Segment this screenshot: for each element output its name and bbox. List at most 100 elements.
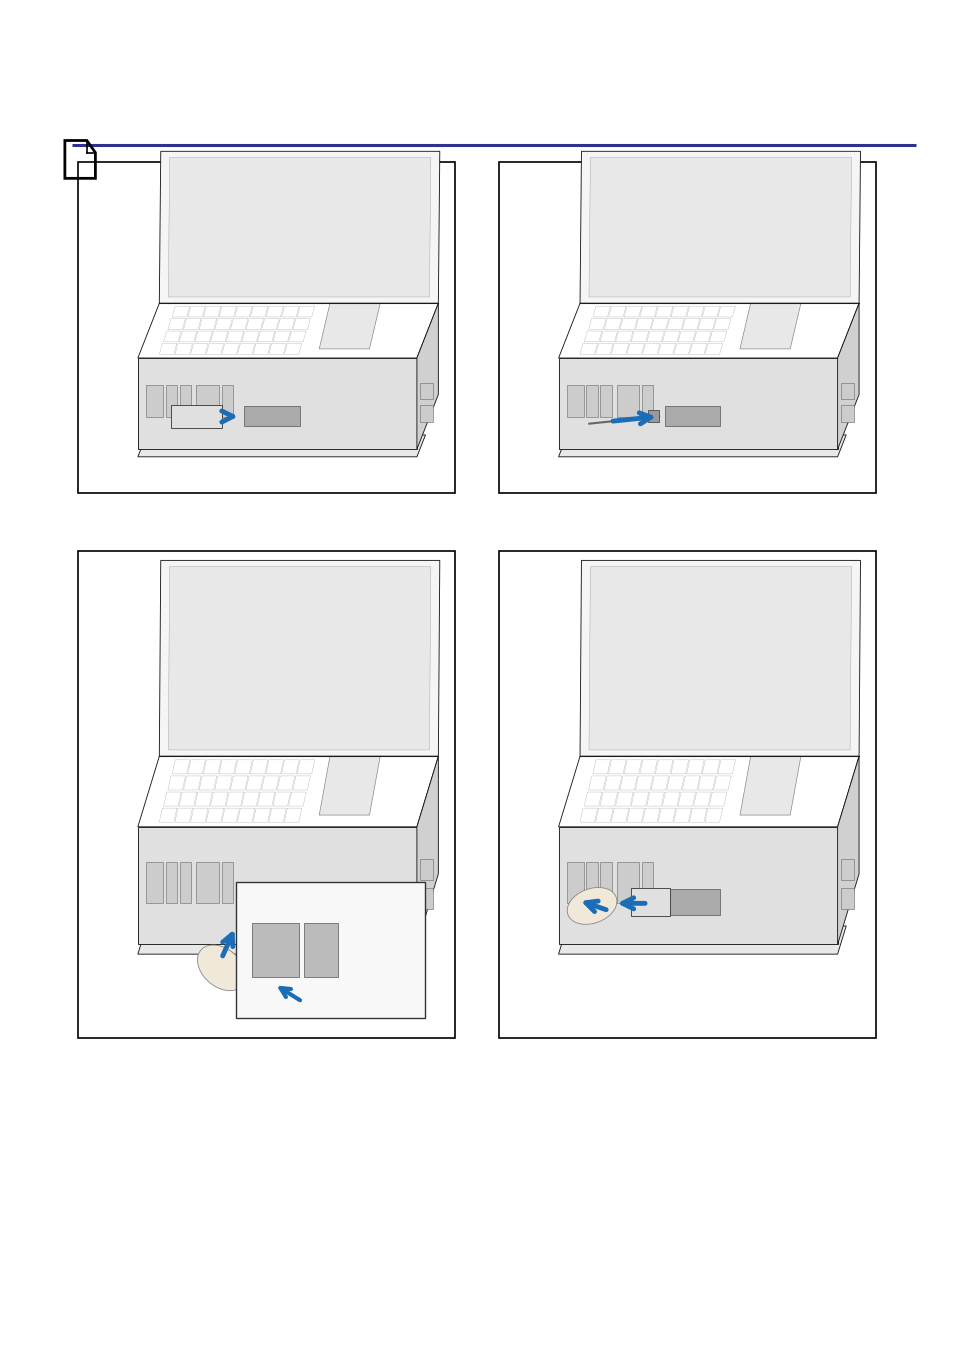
- Polygon shape: [246, 319, 263, 330]
- Polygon shape: [194, 792, 213, 807]
- Polygon shape: [199, 319, 216, 330]
- Polygon shape: [698, 319, 715, 330]
- Polygon shape: [740, 757, 801, 815]
- Polygon shape: [595, 343, 613, 354]
- Polygon shape: [579, 343, 597, 354]
- Polygon shape: [592, 759, 610, 774]
- Polygon shape: [319, 757, 380, 815]
- Polygon shape: [693, 331, 711, 342]
- Bar: [179, 385, 191, 417]
- Polygon shape: [179, 331, 196, 342]
- Polygon shape: [138, 304, 437, 358]
- Polygon shape: [588, 319, 605, 330]
- Polygon shape: [159, 343, 176, 354]
- Bar: [840, 858, 853, 880]
- Polygon shape: [138, 827, 416, 944]
- Polygon shape: [172, 405, 221, 427]
- Polygon shape: [689, 808, 706, 823]
- Polygon shape: [686, 759, 703, 774]
- Polygon shape: [191, 808, 208, 823]
- Bar: [566, 862, 583, 904]
- Polygon shape: [273, 331, 291, 342]
- Polygon shape: [686, 307, 703, 317]
- Polygon shape: [253, 343, 271, 354]
- Polygon shape: [257, 792, 274, 807]
- Polygon shape: [250, 307, 268, 317]
- Bar: [647, 411, 659, 423]
- Polygon shape: [266, 759, 283, 774]
- Bar: [586, 385, 597, 417]
- Bar: [146, 862, 163, 904]
- Polygon shape: [416, 757, 437, 944]
- Polygon shape: [211, 331, 228, 342]
- Bar: [498, 162, 875, 493]
- Bar: [236, 882, 424, 1019]
- Polygon shape: [626, 343, 643, 354]
- Polygon shape: [655, 759, 672, 774]
- Bar: [146, 385, 163, 417]
- Polygon shape: [246, 775, 263, 790]
- Polygon shape: [250, 759, 268, 774]
- Polygon shape: [269, 343, 286, 354]
- Polygon shape: [188, 759, 205, 774]
- Polygon shape: [619, 775, 637, 790]
- Bar: [599, 385, 611, 417]
- Polygon shape: [234, 759, 252, 774]
- Polygon shape: [261, 319, 279, 330]
- Polygon shape: [241, 792, 259, 807]
- Polygon shape: [658, 808, 675, 823]
- Bar: [498, 551, 875, 1038]
- Bar: [244, 407, 299, 427]
- Polygon shape: [661, 331, 679, 342]
- Bar: [664, 889, 720, 915]
- Polygon shape: [579, 561, 860, 757]
- Polygon shape: [635, 775, 652, 790]
- Polygon shape: [164, 792, 181, 807]
- Bar: [419, 888, 433, 909]
- Bar: [840, 382, 853, 399]
- Polygon shape: [183, 319, 201, 330]
- Polygon shape: [698, 775, 715, 790]
- Polygon shape: [693, 792, 711, 807]
- Bar: [664, 407, 720, 427]
- Polygon shape: [168, 319, 185, 330]
- Polygon shape: [579, 151, 860, 304]
- Polygon shape: [234, 307, 252, 317]
- Polygon shape: [168, 775, 185, 790]
- Ellipse shape: [197, 944, 246, 990]
- Bar: [419, 382, 433, 399]
- Polygon shape: [713, 775, 730, 790]
- Polygon shape: [631, 888, 669, 916]
- Polygon shape: [138, 358, 416, 449]
- Bar: [840, 888, 853, 909]
- Bar: [419, 405, 433, 422]
- Polygon shape: [670, 759, 688, 774]
- Polygon shape: [226, 331, 243, 342]
- Polygon shape: [241, 331, 259, 342]
- Polygon shape: [608, 307, 625, 317]
- Polygon shape: [222, 808, 239, 823]
- Polygon shape: [293, 319, 310, 330]
- Polygon shape: [281, 759, 299, 774]
- Polygon shape: [673, 343, 691, 354]
- Polygon shape: [138, 925, 425, 954]
- Polygon shape: [138, 435, 425, 457]
- Polygon shape: [689, 343, 706, 354]
- Polygon shape: [558, 435, 845, 457]
- Polygon shape: [623, 307, 641, 317]
- Polygon shape: [592, 307, 610, 317]
- Polygon shape: [558, 757, 858, 827]
- Polygon shape: [168, 566, 431, 750]
- Polygon shape: [257, 331, 274, 342]
- Bar: [617, 862, 639, 904]
- Polygon shape: [231, 319, 248, 330]
- Polygon shape: [138, 757, 437, 827]
- Polygon shape: [713, 319, 730, 330]
- Bar: [617, 385, 639, 417]
- Bar: [252, 923, 298, 977]
- Polygon shape: [619, 319, 637, 330]
- Polygon shape: [681, 319, 700, 330]
- Bar: [641, 385, 653, 417]
- Polygon shape: [558, 358, 837, 449]
- Polygon shape: [222, 343, 239, 354]
